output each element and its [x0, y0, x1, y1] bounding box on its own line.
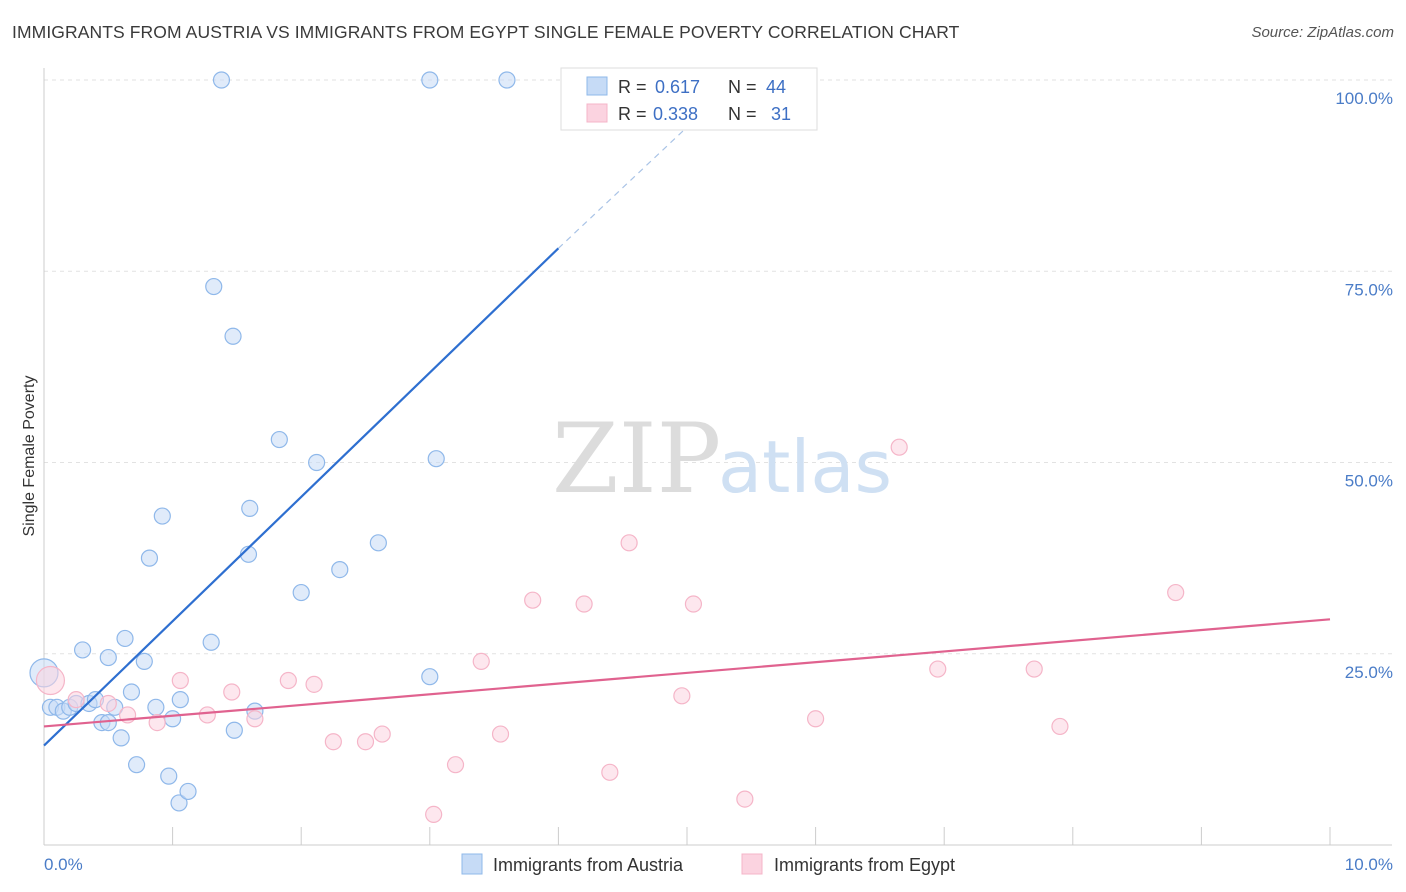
- point-austria-11: [99, 648, 117, 667]
- legend-bottom-austria-label: Immigrants from Austria: [493, 855, 684, 875]
- point-austria-22: [164, 710, 182, 728]
- y-axis-label: Single Female Poverty: [21, 376, 38, 537]
- point-austria-35: [292, 583, 310, 602]
- point-austria-37: [331, 560, 349, 579]
- x-tick-label-0: 0.0%: [44, 855, 83, 874]
- point-austria-13: [112, 729, 130, 747]
- series-egypt-points: [35, 438, 1185, 824]
- y-tick-label-75: 75.0%: [1345, 280, 1393, 299]
- point-egypt-24: [736, 790, 754, 808]
- chart-title: IMMIGRANTS FROM AUSTRIA VS IMMIGRANTS FR…: [12, 22, 960, 42]
- point-austria-41: [421, 71, 439, 89]
- point-austria-42: [498, 71, 516, 89]
- watermark-atlas: atlas: [718, 425, 892, 509]
- point-austria-27: [205, 277, 223, 296]
- trend-line-egypt: [43, 618, 1331, 728]
- point-egypt-4: [148, 713, 166, 732]
- legend-egypt-r-label: R =: [618, 104, 647, 124]
- point-austria-16: [127, 756, 146, 774]
- source-label: Source: ZipAtlas.com: [1251, 24, 1394, 41]
- point-austria-15: [122, 683, 141, 701]
- legend-bottom-egypt-label: Immigrants from Egypt: [774, 855, 955, 875]
- point-austria-25: [179, 782, 197, 801]
- x-tick-label-10: 10.0%: [1345, 855, 1393, 874]
- point-austria-36: [308, 453, 326, 472]
- point-egypt-15: [446, 756, 465, 774]
- legend-austria-n-value: 44: [766, 77, 786, 97]
- point-egypt-12: [356, 733, 375, 751]
- legend-top: R = 0.617 N = 44 R = 0.338 N = 31: [560, 67, 818, 131]
- point-egypt-8: [246, 710, 264, 728]
- legend-austria-n-label: N =: [728, 77, 757, 97]
- point-austria-34: [270, 430, 288, 449]
- point-egypt-23: [684, 595, 703, 613]
- point-egypt-10: [305, 675, 323, 693]
- point-austria-20: [153, 507, 171, 525]
- point-austria-29: [224, 327, 242, 345]
- legend-egypt-r-value: 0.338: [653, 104, 698, 124]
- point-austria-24: [170, 794, 188, 812]
- trend-line-austria: [43, 247, 560, 747]
- point-egypt-0: [35, 665, 66, 696]
- y-tick-label-100: 100.0%: [1335, 89, 1393, 108]
- point-egypt-14: [425, 805, 443, 824]
- point-austria-30: [225, 721, 243, 739]
- legend-bottom-egypt-swatch: [741, 853, 763, 875]
- point-egypt-13: [373, 725, 391, 743]
- legend-austria-swatch: [586, 76, 608, 96]
- point-austria-19: [147, 698, 165, 716]
- point-austria-18: [140, 549, 159, 567]
- point-austria-32: [241, 499, 259, 517]
- point-austria-23: [171, 691, 189, 709]
- point-egypt-16: [472, 652, 490, 671]
- point-egypt-27: [929, 660, 947, 678]
- point-egypt-29: [1051, 717, 1069, 736]
- point-austria-6: [73, 641, 92, 659]
- point-egypt-9: [279, 671, 297, 690]
- point-austria-21: [160, 767, 178, 785]
- point-egypt-25: [806, 710, 825, 728]
- y-tick-labels: 25.0% 50.0% 75.0% 100.0%: [1335, 89, 1393, 682]
- watermark: ZIP atlas: [552, 403, 892, 515]
- y-tick-label-50: 50.0%: [1345, 472, 1393, 491]
- point-egypt-28: [1025, 660, 1043, 678]
- point-egypt-11: [324, 733, 342, 751]
- axes: [43, 68, 1392, 846]
- legend-bottom: Immigrants from Austria Immigrants from …: [461, 853, 955, 875]
- point-egypt-2: [99, 694, 117, 713]
- point-austria-14: [116, 629, 134, 648]
- legend-bottom-austria-swatch: [461, 853, 483, 875]
- point-egypt-5: [171, 671, 189, 690]
- point-egypt-26: [890, 438, 908, 456]
- point-egypt-18: [524, 591, 542, 609]
- legend-egypt-swatch: [586, 103, 608, 123]
- point-austria-28: [212, 71, 231, 89]
- legend-egypt-n-label: N =: [728, 104, 757, 124]
- point-austria-40: [427, 450, 445, 468]
- x-tick-labels: 0.0% 10.0%: [44, 855, 1393, 874]
- point-egypt-22: [673, 687, 691, 705]
- point-egypt-7: [223, 683, 241, 701]
- point-egypt-6: [198, 706, 216, 724]
- point-austria-17: [135, 652, 153, 671]
- watermark-zip: ZIP: [552, 403, 721, 515]
- y-tick-label-25: 25.0%: [1345, 663, 1393, 682]
- grid-lines: [44, 79, 1392, 655]
- point-austria-39: [421, 668, 439, 686]
- point-egypt-21: [620, 534, 638, 552]
- point-austria-26: [202, 633, 220, 651]
- point-egypt-20: [601, 763, 619, 781]
- point-austria-38: [369, 534, 387, 552]
- legend-egypt-n-value: 31: [771, 104, 791, 124]
- point-egypt-1: [67, 691, 85, 709]
- point-egypt-17: [491, 725, 510, 743]
- point-egypt-30: [1167, 583, 1185, 602]
- point-egypt-19: [575, 595, 593, 613]
- legend-austria-r-value: 0.617: [655, 77, 700, 97]
- legend-austria-r-label: R =: [618, 77, 647, 97]
